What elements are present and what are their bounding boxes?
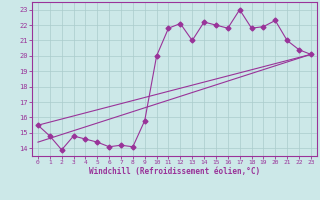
X-axis label: Windchill (Refroidissement éolien,°C): Windchill (Refroidissement éolien,°C) bbox=[89, 167, 260, 176]
